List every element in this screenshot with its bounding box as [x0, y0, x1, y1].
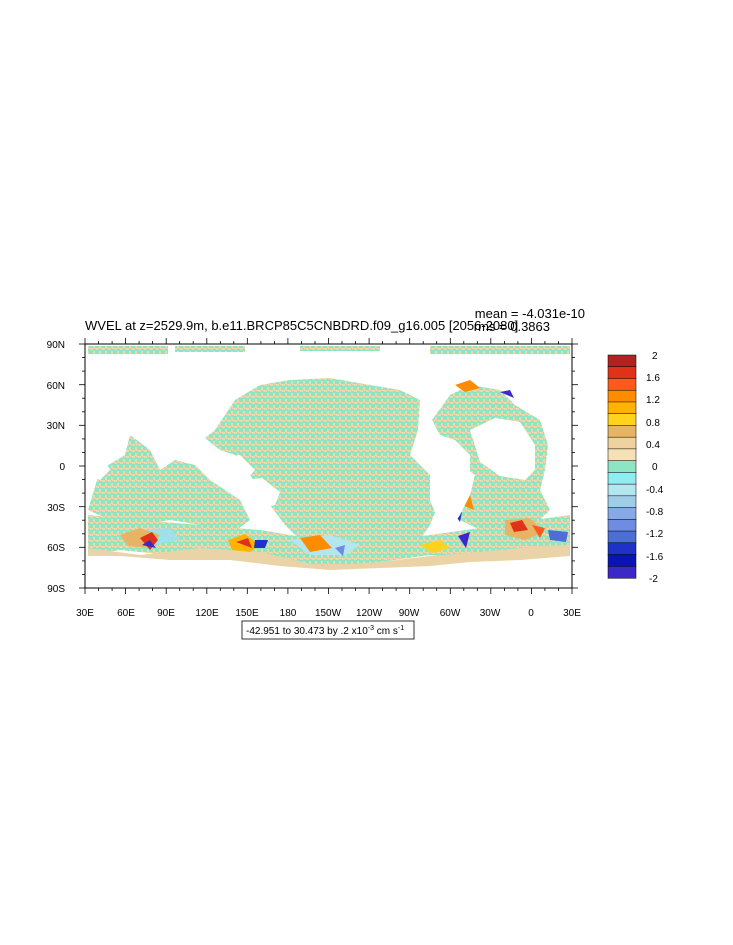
lon-ticks — [84, 338, 573, 594]
land-masses — [85, 354, 572, 588]
colorbar-label: 0 — [652, 462, 658, 473]
colorbar-swatch — [607, 460, 637, 473]
colorbar-swatch — [607, 483, 637, 497]
colorbar-swatch — [607, 354, 637, 368]
lon-label: 30E — [563, 608, 581, 619]
colorbar-label: -1.2 — [646, 529, 664, 540]
colorbar-labels: 2 1.6 1.2 0.8 0.4 0 -0.4 -0.8 -1.2 -1.6 … — [646, 351, 664, 585]
map-panel — [85, 344, 572, 588]
lon-label: 60W — [440, 608, 461, 619]
colorbar-swatch — [607, 566, 637, 579]
southern-belt — [88, 545, 570, 570]
rms-stat: rms = 0.3863 — [474, 319, 550, 334]
colorbar-swatch — [607, 389, 637, 403]
range-unit: cm s — [374, 626, 398, 637]
colorbar-label: 1.2 — [646, 395, 660, 406]
range-unit-exponent: -1 — [398, 625, 404, 632]
colorbar-swatch — [607, 554, 637, 567]
colorbar-label: 1.6 — [646, 373, 660, 384]
plot-title: WVEL at z=2529.9m, b.e11.BRCP85C5CNBDRD.… — [85, 318, 518, 333]
lat-label-30n: 30N — [47, 421, 65, 432]
contour-range-box: -42.951 to 30.473 by .2 x10-3 cm s-1 — [241, 620, 415, 640]
colorbar-swatch — [607, 425, 637, 438]
colorbar-swatch — [607, 366, 637, 380]
colorbar-swatch — [607, 530, 637, 544]
colorbar-swatch — [607, 436, 637, 450]
lat-label-30s: 30S — [47, 503, 65, 514]
lon-label: 30E — [76, 608, 94, 619]
colorbar-swatch — [607, 413, 637, 426]
colorbar-label: 0.4 — [646, 440, 660, 451]
lat-label-90s: 90S — [47, 584, 65, 595]
lon-label: 60E — [117, 608, 135, 619]
lon-label: 90W — [399, 608, 420, 619]
lon-label: 150W — [315, 608, 342, 619]
colorbar-swatch — [607, 507, 637, 520]
colorbar-swatch — [607, 472, 637, 485]
colorbar-label: -1.6 — [646, 552, 664, 563]
lat-label-90n: 90N — [47, 340, 65, 351]
colorbar — [607, 354, 637, 579]
colorbar-swatch — [607, 378, 637, 391]
colorbar-label: 0.8 — [646, 418, 660, 429]
range-exponent: -3 — [368, 625, 374, 632]
range-prefix: -42.951 to 30.473 by .2 x10 — [246, 626, 368, 637]
colorbar-swatch — [607, 401, 637, 415]
lat-label-60n: 60N — [47, 381, 65, 392]
lat-label-0: 0 — [59, 462, 65, 473]
lon-label: 120W — [356, 608, 383, 619]
lon-label: 0 — [528, 608, 534, 619]
lat-axis: 90N 60N 30N 0 30S 60S 90S — [47, 340, 66, 595]
lat-ticks — [79, 343, 578, 589]
colorbar-swatch — [607, 542, 637, 556]
colorbar-swatch — [607, 519, 637, 532]
lon-label: 90E — [157, 608, 175, 619]
colorbar-swatch — [607, 448, 637, 462]
contour-range-text: -42.951 to 30.473 by .2 x10-3 cm s-1 — [246, 625, 404, 637]
lon-label: 120E — [195, 608, 219, 619]
colorbar-label: 2 — [652, 351, 658, 362]
lat-label-60s: 60S — [47, 543, 65, 554]
colorbar-label: -0.8 — [646, 507, 664, 518]
mean-stat: mean = -4.031e-10 — [475, 306, 585, 321]
lon-label: 180 — [280, 608, 297, 619]
lon-label: 30W — [480, 608, 501, 619]
colorbar-swatch — [607, 495, 637, 509]
lon-label: 150E — [235, 608, 259, 619]
antarctic-anomalies — [120, 380, 568, 556]
colorbar-label: -0.4 — [646, 485, 664, 496]
colorbar-label: -2 — [649, 574, 658, 585]
lon-axis: 30E 60E 90E 120E 150E 180 150W 120W 90W … — [76, 608, 581, 619]
